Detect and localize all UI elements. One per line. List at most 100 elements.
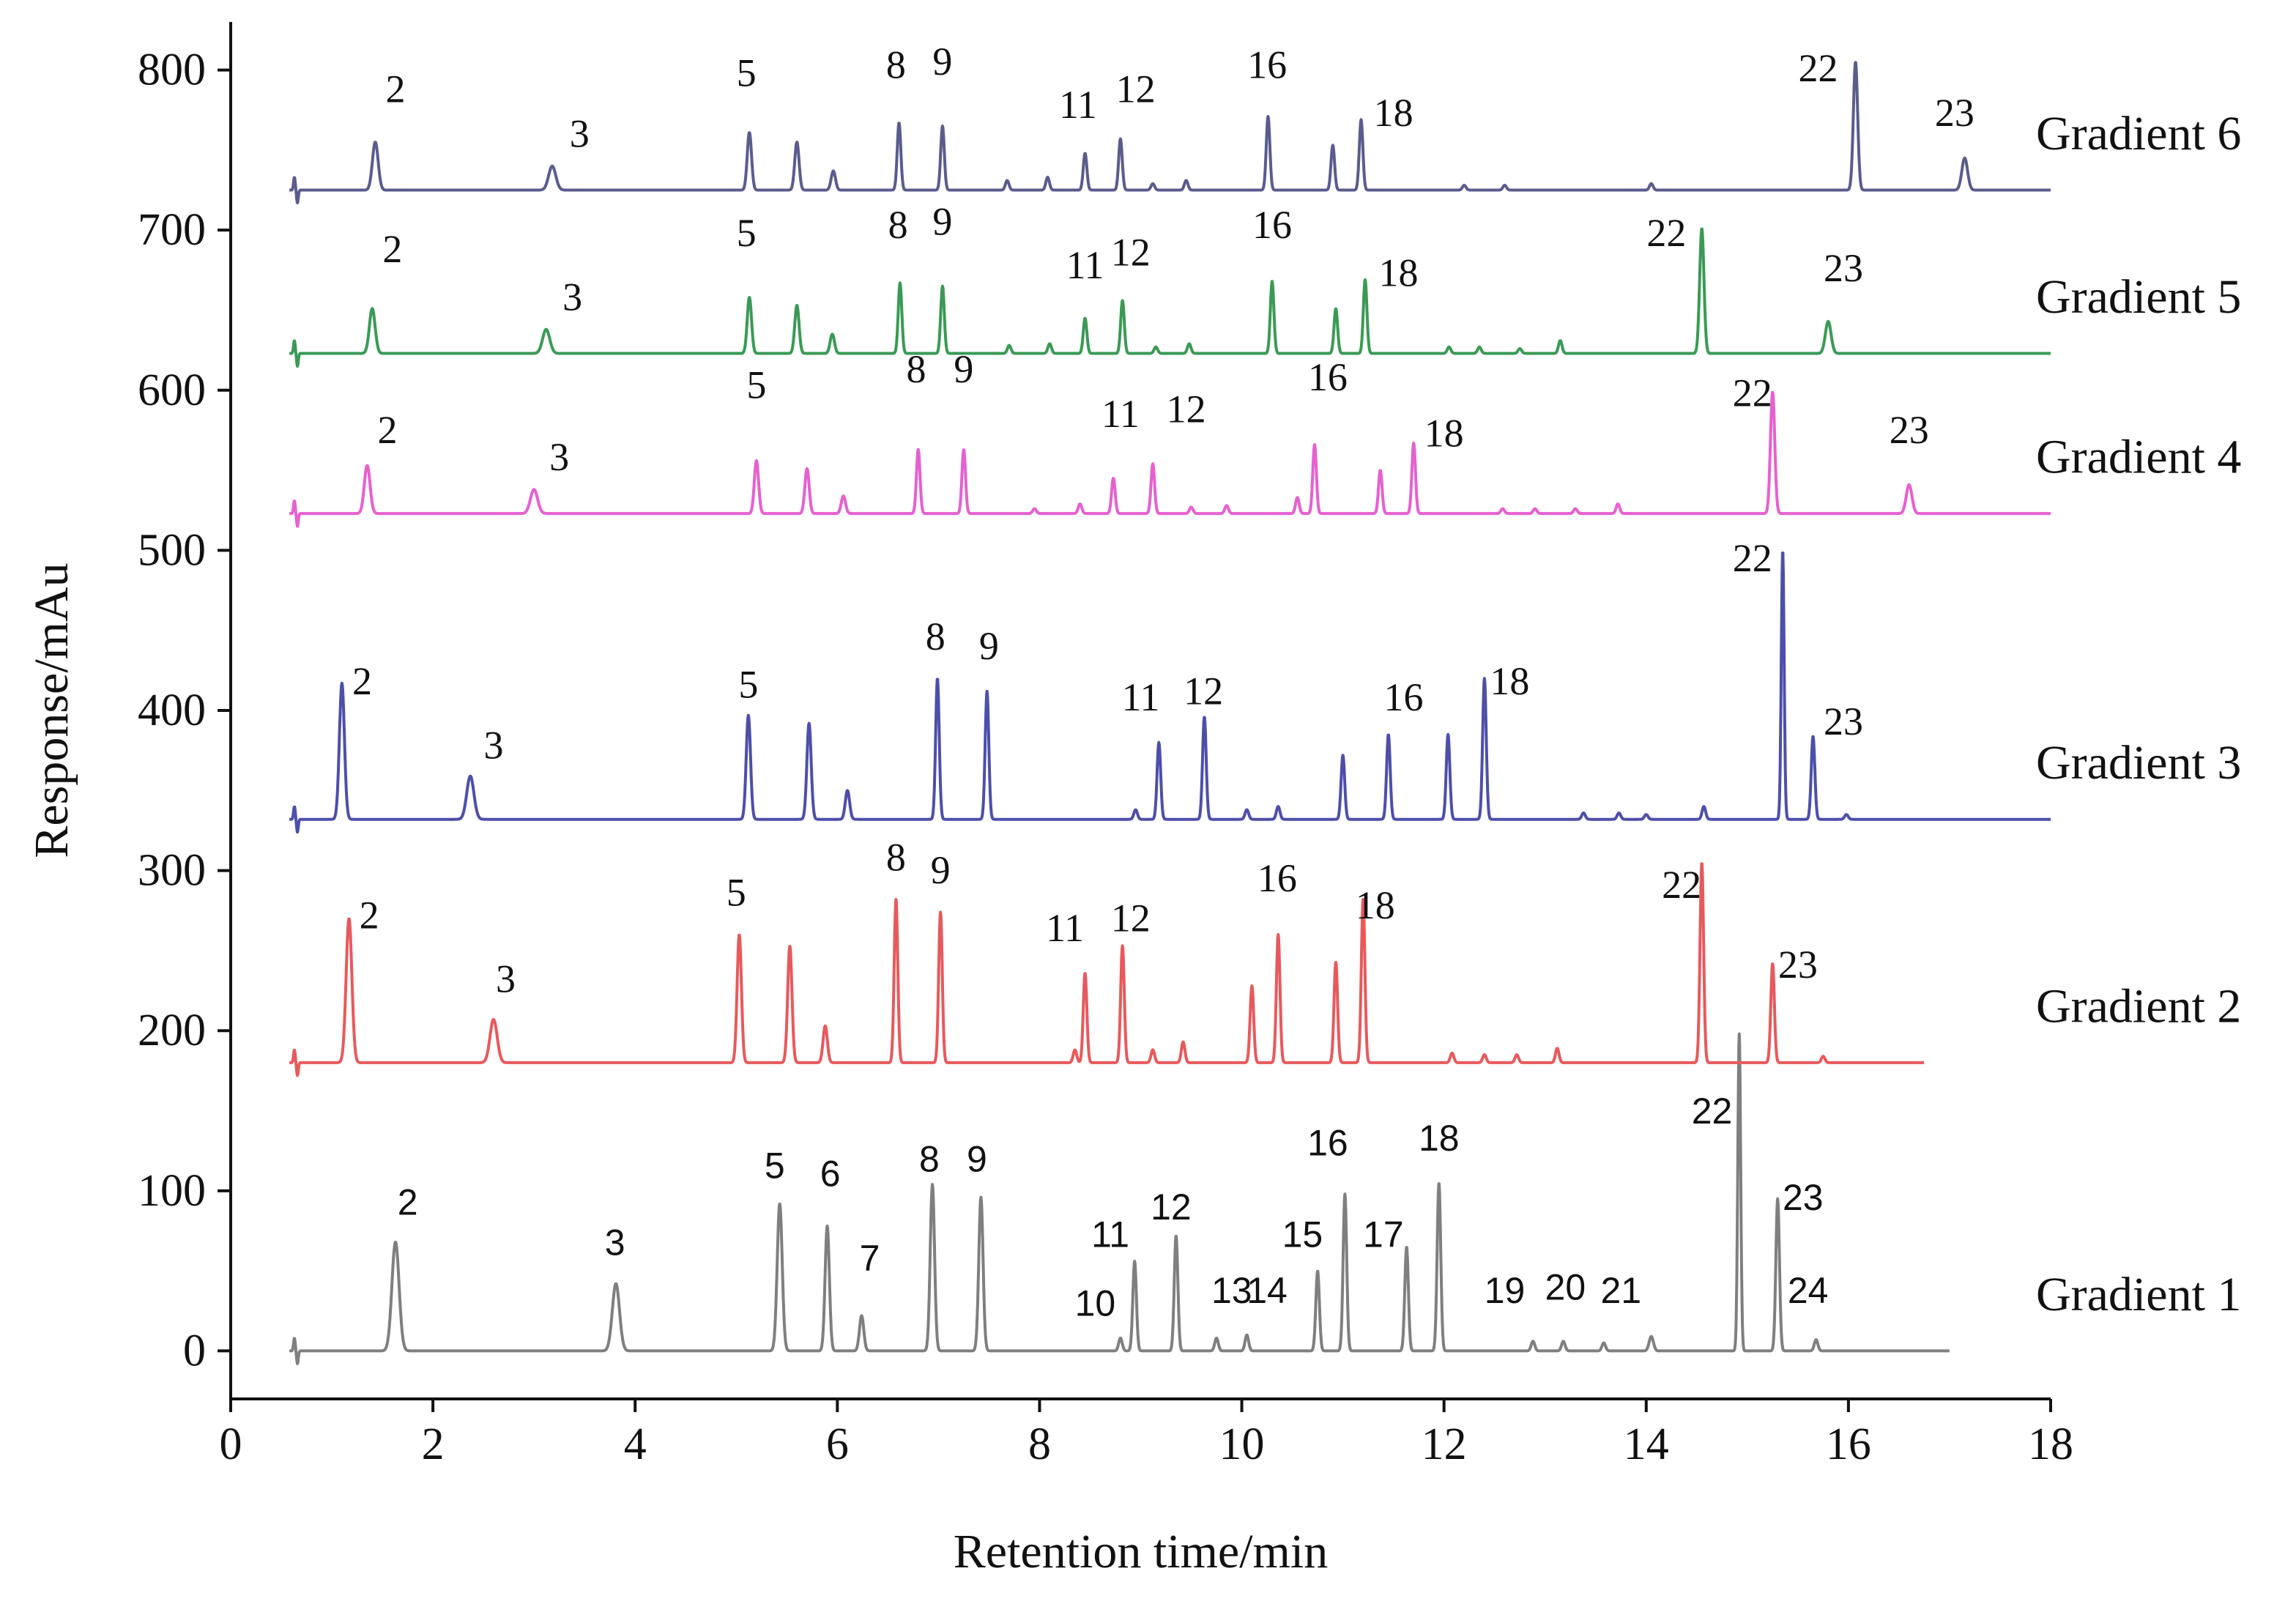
peak-label: 5: [737, 51, 757, 94]
peak-label: 24: [1788, 1270, 1829, 1311]
peak-label: 18: [1424, 411, 1464, 455]
peak-label: 13: [1211, 1270, 1252, 1311]
peak-label: 2: [398, 1182, 418, 1223]
peak-label: 22: [1733, 536, 1772, 580]
peak-label: 11: [1066, 243, 1104, 287]
peak-label: 2: [352, 659, 372, 703]
x-tick-label: 10: [1219, 1419, 1265, 1469]
peak-label: 22: [1646, 211, 1686, 255]
peak-label: 12: [1151, 1187, 1192, 1228]
peak-label: 16: [1307, 1123, 1348, 1164]
peak-label: 21: [1600, 1270, 1641, 1311]
x-tick-label: 12: [1422, 1419, 1467, 1469]
peak-label: 12: [1111, 896, 1151, 940]
peak-label: 22: [1733, 371, 1772, 415]
y-tick-label: 300: [138, 846, 206, 896]
peak-label: 23: [1778, 943, 1818, 987]
peak-label: 8: [907, 347, 926, 391]
y-tick-label: 500: [138, 525, 206, 575]
peak-label: 11: [1122, 675, 1160, 719]
y-tick-label: 400: [138, 686, 206, 735]
x-tick-label: 4: [624, 1419, 647, 1469]
peak-label: 5: [738, 663, 758, 707]
peak-label: 12: [1116, 67, 1156, 111]
peak-label: 12: [1167, 387, 1206, 431]
peak-label: 11: [1046, 906, 1084, 950]
trace-label-gradient-4: Gradient 4: [2036, 431, 2241, 484]
peak-label: 9: [932, 200, 952, 244]
peak-label: 5: [765, 1145, 785, 1186]
peak-label: 12: [1184, 669, 1223, 713]
peak-label: 8: [886, 43, 906, 87]
peak-label: 18: [1490, 659, 1529, 703]
peak-label: 9: [932, 40, 952, 83]
peak-label: 9: [954, 347, 973, 391]
x-tick-label: 14: [1624, 1419, 1669, 1469]
trace-line-gradient-2: [288, 862, 1925, 1077]
x-tick-label: 18: [2028, 1419, 2073, 1469]
trace-label-gradient-3: Gradient 3: [2036, 736, 2241, 790]
y-tick-label: 700: [138, 205, 206, 255]
peak-label: 16: [1383, 675, 1423, 719]
peak-label: 12: [1111, 230, 1151, 274]
peak-label: 23: [1935, 91, 1974, 135]
trace-label-gradient-2: Gradient 2: [2036, 979, 2241, 1033]
peak-label: 2: [382, 227, 402, 271]
y-axis-title: Response/mAu: [25, 562, 78, 858]
peak-label: 8: [888, 203, 908, 247]
peak-label: 11: [1091, 1214, 1129, 1255]
peak-label: 23: [1890, 408, 1929, 452]
peak-label: 5: [746, 363, 766, 407]
y-tick-label: 0: [183, 1326, 206, 1375]
peak-label: 16: [1308, 355, 1348, 399]
peak-label: 3: [496, 957, 516, 1001]
y-tick-label: 200: [138, 1006, 206, 1055]
x-axis-title: Retention time/min: [954, 1525, 1328, 1578]
peak-label: 9: [979, 624, 999, 668]
peak-label: 6: [820, 1153, 841, 1194]
peak-label: 23: [1783, 1177, 1824, 1218]
y-tick-label: 600: [138, 365, 206, 415]
peak-label: 22: [1798, 46, 1838, 90]
x-tick-label: 2: [422, 1419, 445, 1469]
peak-label: 15: [1282, 1214, 1323, 1255]
peak-label: 23: [1824, 246, 1863, 290]
trace-line-gradient-3: [288, 552, 2052, 834]
peak-label: 20: [1545, 1266, 1586, 1307]
peak-label: 2: [386, 67, 406, 111]
y-tick-label: 800: [138, 45, 206, 95]
x-tick-label: 8: [1028, 1419, 1051, 1469]
peak-label: 18: [1419, 1118, 1460, 1159]
peak-label: 22: [1692, 1091, 1733, 1132]
peak-label: 8: [926, 615, 945, 658]
traces-group: [288, 61, 2052, 1365]
peak-label: 2: [360, 893, 379, 937]
peak-label: 18: [1356, 883, 1395, 927]
peak-label: 2: [377, 408, 397, 452]
peak-label: 16: [1247, 43, 1287, 87]
trace-line-gradient-1: [288, 1032, 1951, 1365]
peak-label: 5: [727, 871, 746, 915]
peak-label: 16: [1252, 203, 1292, 247]
peak-label: 16: [1257, 856, 1297, 900]
trace-labels-group: Gradient 1 Gradient 2 Gradient 3 Gradient 4…: [2036, 107, 2241, 1321]
peak-label: 3: [562, 275, 582, 319]
y-tick-label: 100: [138, 1166, 206, 1216]
x-tick-label: 16: [1826, 1419, 1871, 1469]
peak-label: 3: [483, 724, 503, 768]
trace-line-gradient-6: [288, 61, 2052, 204]
peak-label: 19: [1485, 1270, 1526, 1311]
peak-label: 18: [1379, 251, 1419, 295]
peak-label: 7: [860, 1238, 880, 1279]
peak-label: 22: [1662, 863, 1701, 907]
peak-label: 11: [1101, 392, 1140, 436]
peak-label: 8: [919, 1139, 940, 1180]
trace-label-gradient-1: Gradient 1: [2036, 1268, 2241, 1321]
trace-label-gradient-5: Gradient 5: [2036, 270, 2241, 324]
trace-line-gradient-5: [288, 227, 2052, 368]
x-tick-label: 6: [826, 1419, 849, 1469]
peak-label: 23: [1824, 699, 1863, 743]
